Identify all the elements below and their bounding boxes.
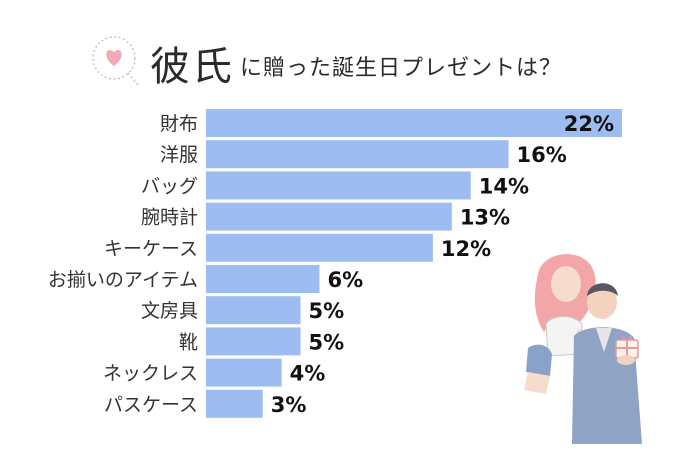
category-label: 靴	[179, 331, 198, 353]
bar	[206, 171, 471, 200]
value-label: 6%	[327, 268, 363, 292]
couple-gift-illustration	[524, 254, 642, 444]
bar	[206, 389, 263, 418]
value-label: 13%	[460, 206, 510, 230]
bar	[206, 296, 301, 325]
category-label: ネックレス	[103, 363, 198, 385]
title-emphasis: 彼氏	[150, 44, 234, 90]
category-label: キーケース	[104, 238, 198, 260]
value-label: 14%	[479, 174, 529, 198]
bar	[206, 202, 452, 231]
bar	[206, 109, 622, 137]
bar	[206, 358, 282, 387]
value-label: 5%	[309, 330, 345, 354]
value-label: 4%	[290, 362, 326, 386]
value-label: 3%	[271, 393, 307, 417]
bar	[206, 233, 433, 262]
category-label: 財布	[160, 113, 198, 135]
category-label: バッグ	[141, 175, 198, 197]
category-label: お揃いのアイテム	[48, 269, 198, 291]
bar	[206, 327, 301, 356]
value-label: 22%	[564, 112, 614, 136]
title-rest: に贈った誕生日プレゼントは？	[240, 56, 563, 81]
category-label: 腕時計	[141, 207, 198, 229]
value-label: 5%	[309, 299, 345, 323]
category-label: 文房具	[141, 300, 198, 322]
value-label: 12%	[441, 237, 491, 261]
chart-title: 彼氏 に贈った誕生日プレゼントは？	[88, 28, 648, 92]
bar	[206, 265, 320, 293]
heart-bubble-icon	[92, 36, 139, 86]
category-label: 洋服	[160, 144, 198, 166]
bar	[206, 140, 509, 169]
value-label: 16%	[517, 143, 567, 167]
category-label: パスケース	[104, 394, 198, 416]
